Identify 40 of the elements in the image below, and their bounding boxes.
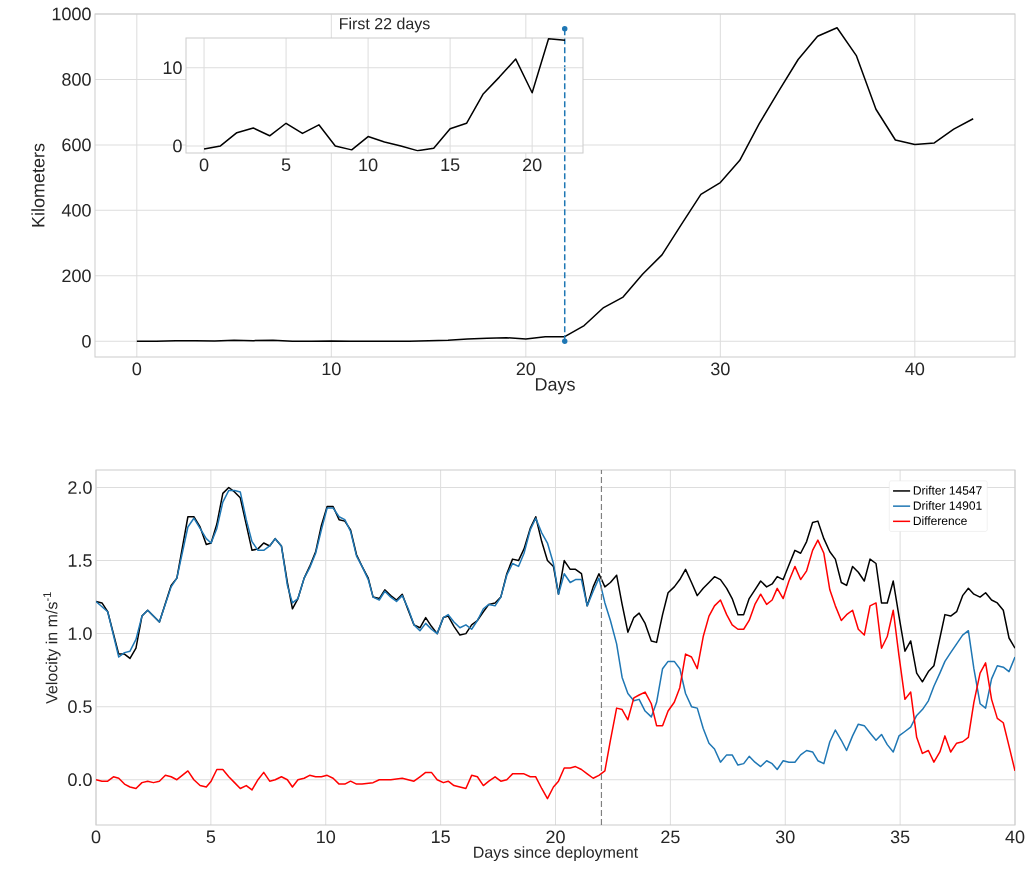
x-tick-label: 0 — [132, 362, 142, 376]
x-tick-label: 5 — [281, 158, 291, 172]
y-tick-label: 1.0 — [68, 627, 92, 640]
x-tick-label: 30 — [711, 362, 730, 376]
x-tick-label: 40 — [905, 362, 925, 376]
x-axis-title: Days — [535, 378, 575, 395]
y-tick-label: 600 — [62, 138, 91, 152]
x-tick-label: 10 — [359, 158, 378, 172]
legend-label: Difference — [913, 516, 967, 526]
y-tick-label: 400 — [61, 203, 91, 217]
x-tick-label: 20 — [523, 158, 542, 172]
y-tick-label: 200 — [62, 269, 91, 283]
x-tick-label: 25 — [661, 830, 680, 844]
y-tick-label: 2.0 — [68, 481, 92, 494]
y-axis-title: Kilometers — [31, 143, 45, 227]
x-tick-label: 5 — [206, 830, 216, 844]
x-tick-label: 40 — [1005, 830, 1025, 844]
line-series — [96, 486, 1015, 683]
y-axis-title: Velocity in m/s$^{-1}$ — [43, 592, 61, 704]
x-tick-label: 35 — [890, 830, 910, 844]
legend-label: Drifter 14901 — [913, 501, 982, 510]
x-tick-label: 15 — [431, 830, 450, 844]
x-tick-label: 20 — [516, 362, 536, 376]
line-series — [203, 38, 566, 152]
x-tick-label: 20 — [546, 830, 565, 844]
x-tick-label: 15 — [441, 158, 460, 172]
x-axis-title: Days since deployment — [474, 846, 639, 862]
y-tick-label: 800 — [62, 73, 91, 86]
x-tick-label: 0 — [199, 158, 209, 172]
y-tick-label: 0.5 — [68, 700, 92, 714]
x-tick-label: 10 — [317, 830, 336, 844]
x-tick-label: 30 — [775, 830, 795, 844]
y-tick-label: 1.5 — [68, 554, 92, 567]
legend-label: Drifter 14547 — [913, 485, 982, 495]
y-tick-label: 0.0 — [68, 773, 92, 787]
x-tick-label: 0 — [91, 830, 101, 844]
chart-title: First 22 days — [340, 17, 430, 33]
x-tick-label: 10 — [322, 362, 341, 376]
y-tick-label: 0 — [82, 334, 91, 348]
y-tick-label: 1000 — [52, 7, 91, 21]
